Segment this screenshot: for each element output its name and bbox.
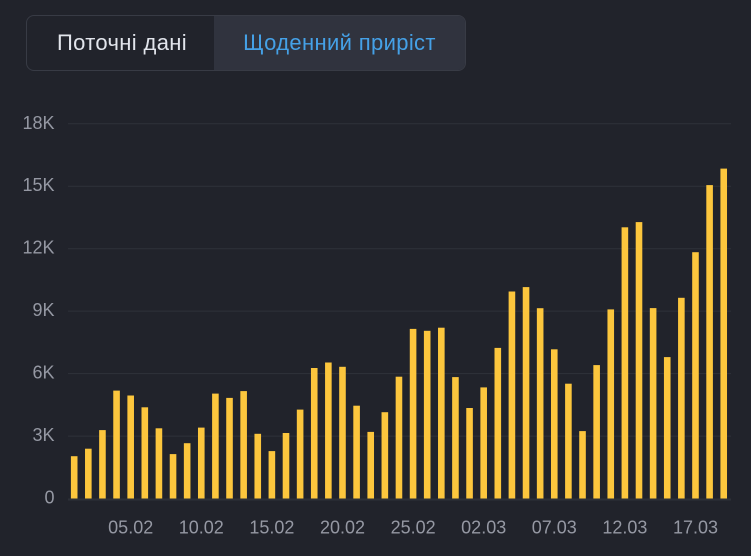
svg-text:3K: 3K [32,425,54,445]
svg-text:17.03: 17.03 [673,518,718,538]
svg-text:10.02: 10.02 [179,518,224,538]
svg-text:15.02: 15.02 [249,518,294,538]
svg-text:07.03: 07.03 [532,518,577,538]
svg-text:12K: 12K [22,238,54,258]
svg-text:18K: 18K [22,113,54,133]
svg-text:02.03: 02.03 [461,518,506,538]
svg-text:6K: 6K [32,363,54,383]
svg-text:12.03: 12.03 [602,518,647,538]
svg-text:15K: 15K [22,175,54,195]
svg-text:05.02: 05.02 [108,518,153,538]
svg-text:25.02: 25.02 [391,518,436,538]
svg-text:9K: 9K [32,300,54,320]
svg-text:20.02: 20.02 [320,518,365,538]
svg-text:0: 0 [44,488,54,508]
